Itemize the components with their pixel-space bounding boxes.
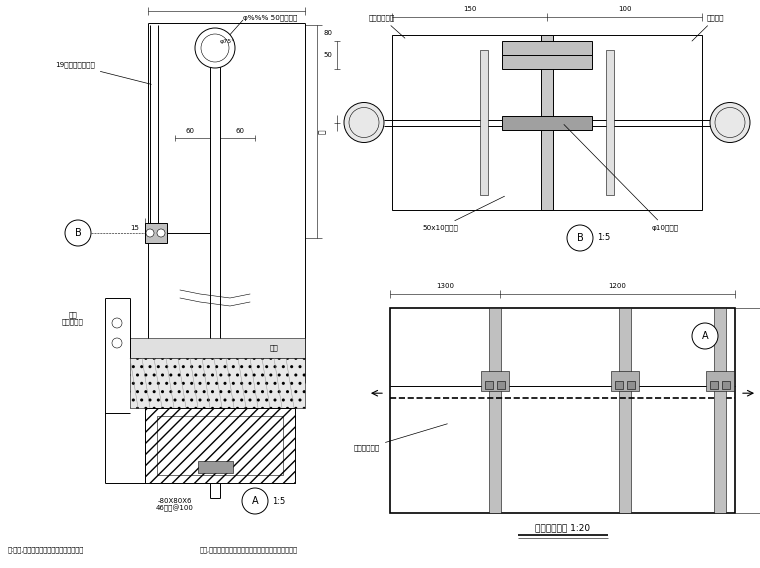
Text: 1:5: 1:5 bbox=[272, 496, 285, 506]
Text: 100: 100 bbox=[618, 6, 632, 12]
Bar bbox=[627, 381, 635, 389]
Bar bbox=[722, 381, 730, 389]
Circle shape bbox=[710, 102, 750, 143]
Text: 1300: 1300 bbox=[436, 283, 454, 289]
Bar bbox=[390, 308, 735, 513]
Bar bbox=[157, 416, 283, 475]
Bar bbox=[710, 381, 718, 389]
Bar bbox=[606, 50, 614, 195]
Bar bbox=[502, 115, 592, 130]
Text: 螺栓封堵: 螺栓封堵 bbox=[692, 14, 724, 41]
Circle shape bbox=[157, 229, 165, 237]
Text: 60: 60 bbox=[236, 128, 245, 134]
Bar bbox=[489, 308, 501, 513]
Text: B: B bbox=[74, 228, 81, 238]
Bar bbox=[541, 35, 553, 210]
Text: φ75°: φ75° bbox=[220, 40, 236, 44]
Text: B: B bbox=[577, 233, 584, 243]
Bar bbox=[130, 358, 305, 408]
Bar bbox=[198, 461, 233, 473]
Bar bbox=[497, 381, 505, 389]
Text: -80X80X6
46铆钉@100: -80X80X6 46铆钉@100 bbox=[156, 498, 194, 512]
Bar bbox=[502, 41, 592, 55]
Text: 60: 60 bbox=[185, 128, 195, 134]
Circle shape bbox=[146, 229, 154, 237]
Circle shape bbox=[195, 28, 235, 68]
Bar bbox=[706, 371, 734, 391]
Text: 150: 150 bbox=[463, 6, 477, 12]
Text: 玻璃栏杆立面 1:20: 玻璃栏杆立面 1:20 bbox=[535, 524, 590, 533]
Text: A: A bbox=[701, 331, 708, 341]
Text: 透明钢化玻璃: 透明钢化玻璃 bbox=[353, 424, 448, 452]
Bar bbox=[145, 223, 167, 243]
Circle shape bbox=[112, 318, 122, 328]
Text: 连接钢板连接: 连接钢板连接 bbox=[369, 14, 405, 38]
Text: 注:铝板,玻璃栏杆板的厚度需后见厂商决定: 注:铝板,玻璃栏杆板的厚度需后见厂商决定 bbox=[8, 546, 84, 553]
Text: 1:5: 1:5 bbox=[597, 233, 610, 243]
Bar bbox=[619, 308, 631, 513]
Circle shape bbox=[692, 323, 718, 349]
Circle shape bbox=[242, 488, 268, 514]
Circle shape bbox=[65, 220, 91, 246]
Bar bbox=[615, 381, 623, 389]
Text: A: A bbox=[252, 496, 258, 506]
Text: 图纸,玻璃栏杆路等配套材与具体做法详见厂商技术要求: 图纸,玻璃栏杆路等配套材与具体做法详见厂商技术要求 bbox=[200, 546, 298, 553]
Text: 50x10不锈钢: 50x10不锈钢 bbox=[422, 196, 505, 231]
Bar bbox=[392, 35, 702, 210]
Bar bbox=[502, 55, 592, 69]
Bar bbox=[480, 50, 488, 195]
Bar bbox=[145, 408, 295, 483]
Text: 80: 80 bbox=[323, 30, 332, 36]
Text: 1200: 1200 bbox=[609, 283, 626, 289]
Bar bbox=[481, 371, 509, 391]
Text: 面砖
二次填量定: 面砖 二次填量定 bbox=[62, 311, 84, 325]
Circle shape bbox=[344, 102, 384, 143]
Text: 15: 15 bbox=[130, 225, 139, 231]
Text: 栏: 栏 bbox=[318, 129, 327, 134]
Text: 19厚透明钢化玻璃: 19厚透明钢化玻璃 bbox=[55, 62, 151, 84]
Text: 石材: 石材 bbox=[270, 345, 279, 351]
Circle shape bbox=[567, 225, 593, 251]
Text: 50: 50 bbox=[323, 52, 332, 58]
Bar bbox=[130, 338, 305, 358]
Text: φ%%% 50不锈钢管: φ%%% 50不锈钢管 bbox=[243, 15, 297, 22]
Circle shape bbox=[112, 338, 122, 348]
Text: φ10不锈钢: φ10不锈钢 bbox=[564, 124, 679, 231]
Bar bbox=[485, 381, 493, 389]
Bar bbox=[714, 308, 726, 513]
Bar bbox=[611, 371, 639, 391]
